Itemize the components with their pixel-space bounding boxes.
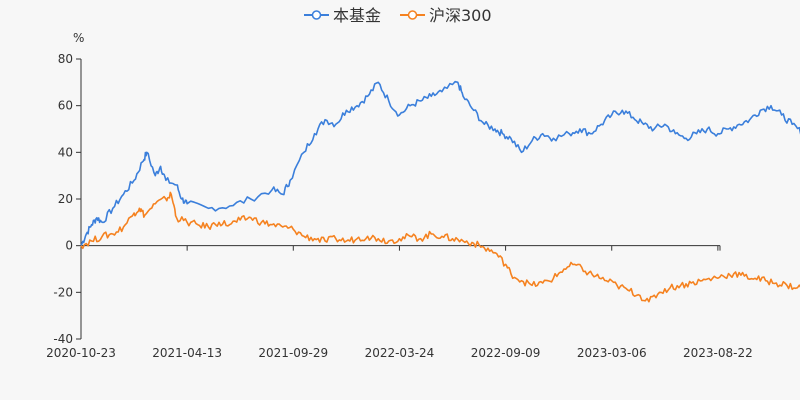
x-tick-label: 2022-03-24 [365, 346, 435, 360]
series-layer [80, 80, 800, 303]
y-tick-label: 0 [65, 239, 73, 253]
chart-legend[interactable]: 本基金 沪深300 [304, 6, 492, 25]
x-tick-label: 2022-09-09 [471, 346, 541, 360]
x-tick-label: 2020-10-23 [46, 346, 116, 360]
x-tick-label: 2023-08-22 [683, 346, 753, 360]
series-line-csi300 [80, 191, 800, 303]
legend-marker-icon [311, 10, 322, 20]
y-axis: 80 60 40 20 0 -20 -40 [53, 52, 82, 346]
y-tick-label: -40 [53, 332, 73, 346]
legend-item-csi300[interactable]: 沪深300 [400, 6, 492, 25]
y-axis-unit: % [73, 31, 84, 45]
series-line-fund [80, 80, 800, 247]
y-tick-label: 40 [58, 145, 73, 159]
legend-item-fund[interactable]: 本基金 [304, 6, 381, 25]
y-tick-label: 20 [58, 192, 73, 206]
x-tick-label: 2023-03-06 [577, 346, 647, 360]
legend-label: 本基金 [333, 6, 381, 25]
y-tick-label: 80 [58, 52, 73, 66]
y-tick-label: 60 [58, 99, 73, 113]
x-axis: 2020-10-23 2021-04-13 2021-09-29 2022-03-24… [46, 245, 753, 360]
y-tick-label: -20 [53, 285, 73, 299]
legend-marker-icon [407, 10, 418, 20]
x-tick-label: 2021-09-29 [258, 346, 328, 360]
legend-label: 沪深300 [429, 6, 492, 25]
x-tick-label: 2021-04-13 [152, 346, 222, 360]
